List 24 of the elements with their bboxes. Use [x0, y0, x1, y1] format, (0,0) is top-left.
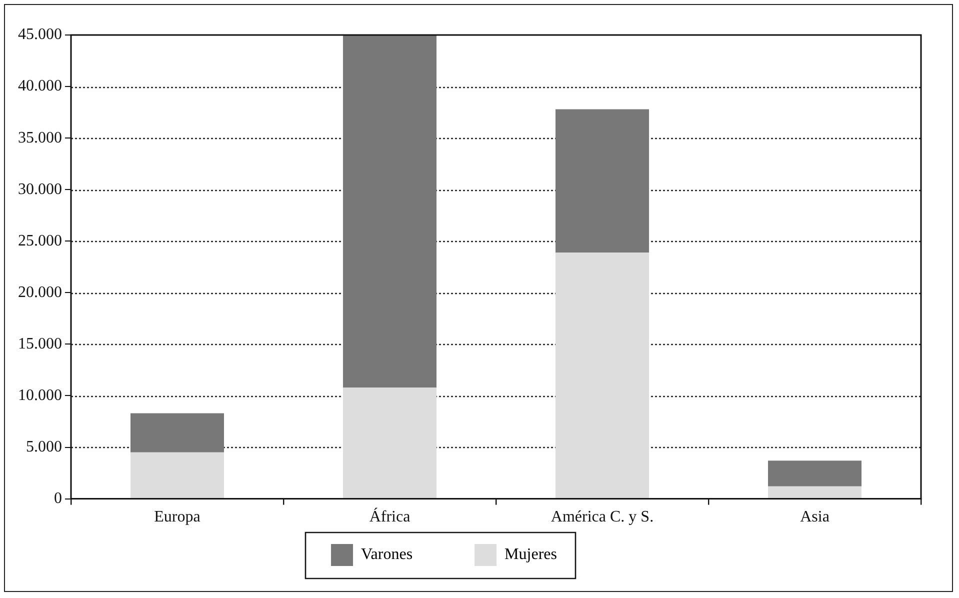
bar	[343, 387, 436, 498]
y-tick-label: 35.000	[18, 129, 62, 146]
y-tick-label: 25.000	[18, 232, 62, 250]
y-tick-label: 15.000	[18, 335, 62, 352]
bar	[556, 252, 649, 498]
x-tick-label: Europa	[154, 508, 200, 526]
y-tick-label: 30.000	[18, 180, 62, 198]
bar	[343, 35, 436, 388]
y-tick-label: 40.000	[18, 78, 62, 95]
x-tick-label: Asia	[800, 508, 830, 526]
y-tick-label: 5.000	[26, 438, 62, 456]
bar	[768, 486, 862, 498]
x-tick-label: América C. y S.	[550, 508, 654, 526]
bar	[556, 109, 649, 252]
legend-label: Mujeres	[504, 546, 605, 564]
bar	[130, 452, 224, 498]
y-tick-label: 0	[54, 490, 62, 508]
bar	[130, 413, 224, 452]
legend-label: Varones	[361, 546, 461, 564]
bar	[768, 460, 862, 486]
y-tick-label: 20.000	[18, 284, 62, 301]
y-tick-label: 45.000	[18, 26, 62, 44]
x-tick-label: África	[369, 508, 410, 526]
y-tick-label: 10.000	[18, 386, 62, 404]
